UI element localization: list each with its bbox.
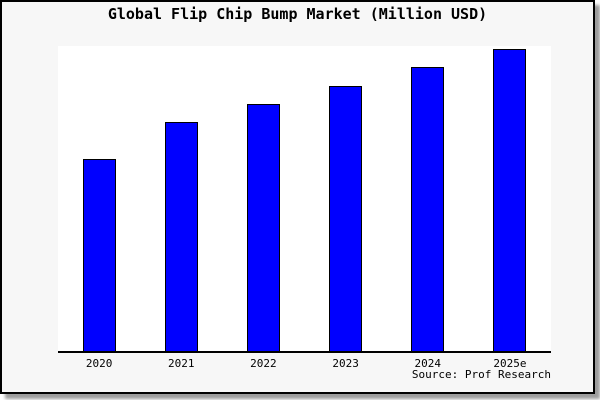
chart-title: Global Flip Chip Bump Market (Million US… [107,5,488,23]
bar-2020 [82,158,116,351]
bar-slot [387,46,469,351]
bar-2025e [493,49,527,351]
x-tick-label-2020: 2020 [85,357,113,370]
bar-2024 [411,67,445,351]
plot-area [58,46,551,353]
bar-2022 [246,103,280,351]
bar-slot [140,46,222,351]
bar-slot [58,46,140,351]
x-tick-label-2021: 2021 [168,357,195,370]
bars-container [58,46,551,351]
bar-slot [222,46,304,351]
source-text: Source: Prof Research [411,368,551,381]
bar-2021 [164,122,198,351]
x-tick-label-2022: 2022 [250,357,277,370]
x-tick-label-2023: 2023 [332,357,359,370]
bar-slot [305,46,387,351]
bar-slot [469,46,551,351]
x-tick-label-2025e: 2025e [493,357,527,370]
x-axis-labels: 2020 2021 2022 2023 2024 2025e [58,357,551,370]
x-tick-label-2024: 2024 [414,357,442,370]
bar-2023 [329,85,363,351]
